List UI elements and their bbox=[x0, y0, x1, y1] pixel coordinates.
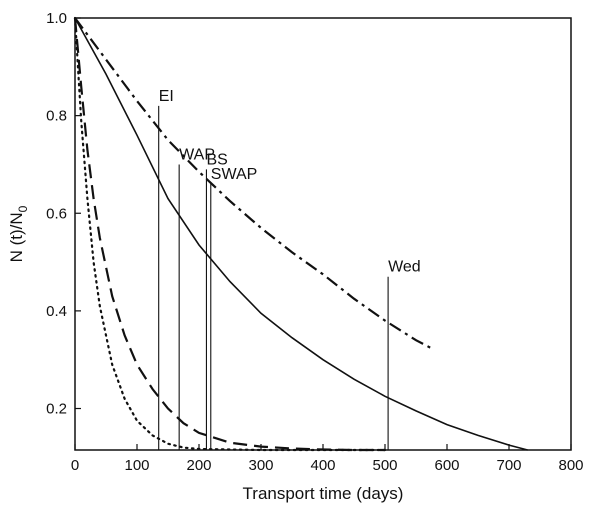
x-tick-label: 600 bbox=[434, 457, 459, 474]
y-axis-label: N (t)/N0 bbox=[7, 205, 30, 262]
x-tick-label: 800 bbox=[558, 457, 583, 474]
y-tick-label: 0.4 bbox=[46, 303, 67, 320]
marker-label: EI bbox=[159, 88, 174, 105]
y-axis-label-subscript: 0 bbox=[16, 205, 30, 212]
x-tick-label: 200 bbox=[186, 457, 211, 474]
series-line-solid bbox=[74, 17, 528, 451]
x-axis-label: Transport time (days) bbox=[243, 484, 404, 503]
series-layer bbox=[73, 16, 528, 452]
x-tick-label: 700 bbox=[496, 457, 521, 474]
y-tick-label: 0.8 bbox=[46, 108, 67, 125]
x-tick-label: 0 bbox=[71, 457, 79, 474]
y-axis-label-main: N (t)/N bbox=[7, 212, 26, 262]
x-tick-label: 500 bbox=[372, 457, 397, 474]
series-line-dashed bbox=[73, 17, 385, 452]
x-tick-label: 400 bbox=[310, 457, 335, 474]
y-tick-label: 0.6 bbox=[46, 205, 67, 222]
marker-label: BS bbox=[206, 151, 227, 168]
series-line-dashdot bbox=[74, 17, 436, 351]
plot-area-border bbox=[74, 17, 572, 451]
marker-label: Wed bbox=[388, 259, 421, 276]
y-axis-ticks: 0.2 0.4 0.6 0.8 1.0 bbox=[46, 10, 81, 418]
series-line-dotted bbox=[73, 16, 387, 452]
x-tick-label: 100 bbox=[124, 457, 149, 474]
marker-label: SWAP bbox=[211, 166, 258, 183]
x-tick-label: 300 bbox=[248, 457, 273, 474]
marker-label: WAP bbox=[179, 146, 215, 163]
x-axis-ticks: 0 100 200 300 400 500 600 700 800 bbox=[71, 444, 584, 474]
y-tick-label: 1.0 bbox=[46, 10, 67, 27]
plot-frame bbox=[74, 17, 572, 451]
y-tick-label: 0.2 bbox=[46, 401, 67, 418]
